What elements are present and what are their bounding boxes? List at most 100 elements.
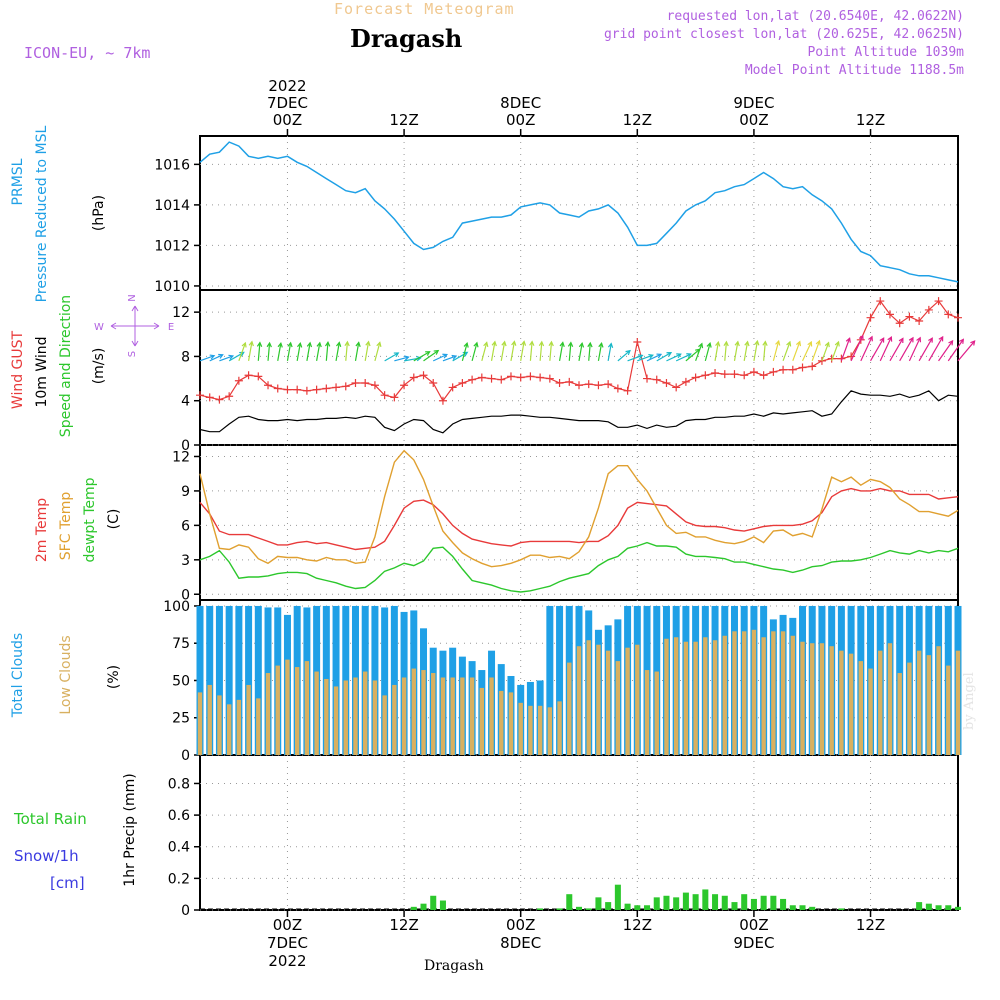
pressure-ytick-label: 1012: [154, 238, 190, 254]
wind-arrow: [850, 335, 864, 362]
wind-arrow: [325, 342, 329, 361]
low-cloud-bar: [751, 629, 757, 755]
wind-arrowhead: [209, 354, 216, 360]
precip-frame: [199, 754, 959, 911]
precip-bar: [663, 895, 670, 910]
wind-arrowhead: [404, 355, 410, 361]
precip-bar: [430, 895, 437, 910]
wind-arrowhead: [734, 340, 740, 347]
temp-dewpt-line: [199, 541, 959, 593]
label-celsius: (C): [106, 509, 122, 530]
wind-arrowhead: [511, 340, 517, 346]
gust-marker: [409, 373, 418, 382]
wind-arrowhead: [637, 354, 644, 360]
wind-arrowhead: [868, 335, 873, 342]
precip-bar: [634, 905, 641, 910]
wind-arrowhead: [483, 341, 489, 348]
wind-arrowhead: [928, 337, 933, 343]
wind-arrowhead: [491, 340, 497, 347]
wind-arrow: [432, 353, 448, 362]
gust-marker: [312, 385, 321, 394]
compass-n: N: [127, 294, 138, 301]
top-time-label: 9DEC: [733, 94, 774, 112]
wind-arrow: [870, 337, 885, 362]
total-cloud-bar: [556, 605, 564, 755]
wind-arrow: [247, 341, 253, 361]
wind-arrow: [733, 341, 739, 361]
wind-arrow: [743, 341, 749, 361]
wind-arrowhead: [625, 349, 631, 356]
label-low-clouds: Low Clouds: [58, 635, 74, 714]
bottom-time-label: 8DEC: [500, 934, 541, 952]
wind-arrow: [481, 342, 488, 362]
precip-bar: [624, 903, 631, 910]
low-cloud-bar: [732, 631, 737, 755]
model-label: ICON-EU, ~ 7km: [24, 44, 151, 62]
wind-arrowhead: [796, 340, 802, 347]
wind-arrow: [578, 343, 583, 361]
wind-arrowhead: [607, 342, 614, 349]
wind-arrow: [354, 342, 360, 361]
top-time-label: 7DEC: [267, 94, 308, 112]
precip-ytick-label: 0.8: [168, 776, 190, 792]
bottom-time-label: 7DEC: [267, 934, 308, 952]
low-cloud-bar: [431, 673, 436, 755]
low-cloud-bar: [887, 643, 893, 755]
wind-arrowhead: [786, 340, 792, 347]
precip-ytick-label: 0.6: [168, 808, 190, 824]
gust-marker: [196, 391, 204, 400]
bottom-time-label: 12Z: [389, 916, 418, 934]
pressure-ytick-label: 1014: [154, 198, 190, 214]
gust-marker: [584, 380, 593, 389]
wind-arrow: [558, 342, 564, 361]
low-cloud-bar: [567, 662, 572, 755]
wind-arrow: [957, 340, 976, 362]
wind-arrowhead: [473, 341, 479, 348]
low-cloud-bar: [907, 662, 912, 755]
gust-marker: [788, 365, 797, 374]
gust-marker: [273, 384, 282, 393]
precip-ytick-label: 0.2: [168, 871, 190, 887]
wind-arrowhead: [578, 341, 585, 348]
bottom-time-label: 12Z: [856, 916, 885, 934]
low-cloud-bar: [557, 701, 562, 755]
label-ms: (m/s): [91, 348, 107, 385]
low-cloud-bar: [294, 667, 300, 755]
precip-bar: [605, 902, 612, 910]
low-cloud-bar: [790, 635, 795, 755]
gust-marker: [302, 386, 311, 395]
point-altitude: Point Altitude 1039m: [807, 45, 964, 60]
low-cloud-bar: [547, 707, 553, 755]
label-wind-gust: Wind GUST: [10, 330, 26, 409]
wind-arrowhead: [959, 338, 965, 344]
wind-arrowhead: [648, 353, 654, 359]
precip-bar: [789, 905, 796, 910]
low-cloud-bar: [489, 677, 494, 755]
low-cloud-bar: [673, 637, 679, 755]
total-cloud-bar: [215, 605, 223, 755]
bottom-time-label: 12Z: [623, 916, 652, 934]
wind-arrow: [413, 351, 430, 362]
top-time-label: 2022: [268, 77, 306, 95]
precip-bar: [537, 908, 544, 910]
label-1hr-precip: 1hr Precip (mm): [122, 773, 138, 886]
low-cloud-bar: [528, 705, 533, 755]
wind-arrowhead: [598, 341, 604, 348]
wind-arrowhead: [686, 353, 692, 359]
wind-arrowhead: [277, 341, 283, 348]
wind-arrowhead: [845, 337, 851, 343]
gust-marker: [720, 370, 729, 379]
wind-arrow: [345, 341, 349, 361]
wind-arrowhead: [698, 342, 704, 349]
gust-marker: [264, 381, 273, 390]
bottom-time-label: 00Z: [739, 916, 768, 934]
gust-marker: [837, 354, 846, 363]
gust-marker: [322, 384, 331, 393]
low-cloud-bar: [411, 668, 416, 755]
temp-sfc-line: [199, 449, 959, 568]
gust-marker: [934, 297, 943, 306]
low-cloud-bar: [450, 677, 455, 755]
wind-frame: [199, 289, 959, 446]
wind-arrow: [607, 343, 612, 361]
gust-marker: [332, 383, 341, 392]
